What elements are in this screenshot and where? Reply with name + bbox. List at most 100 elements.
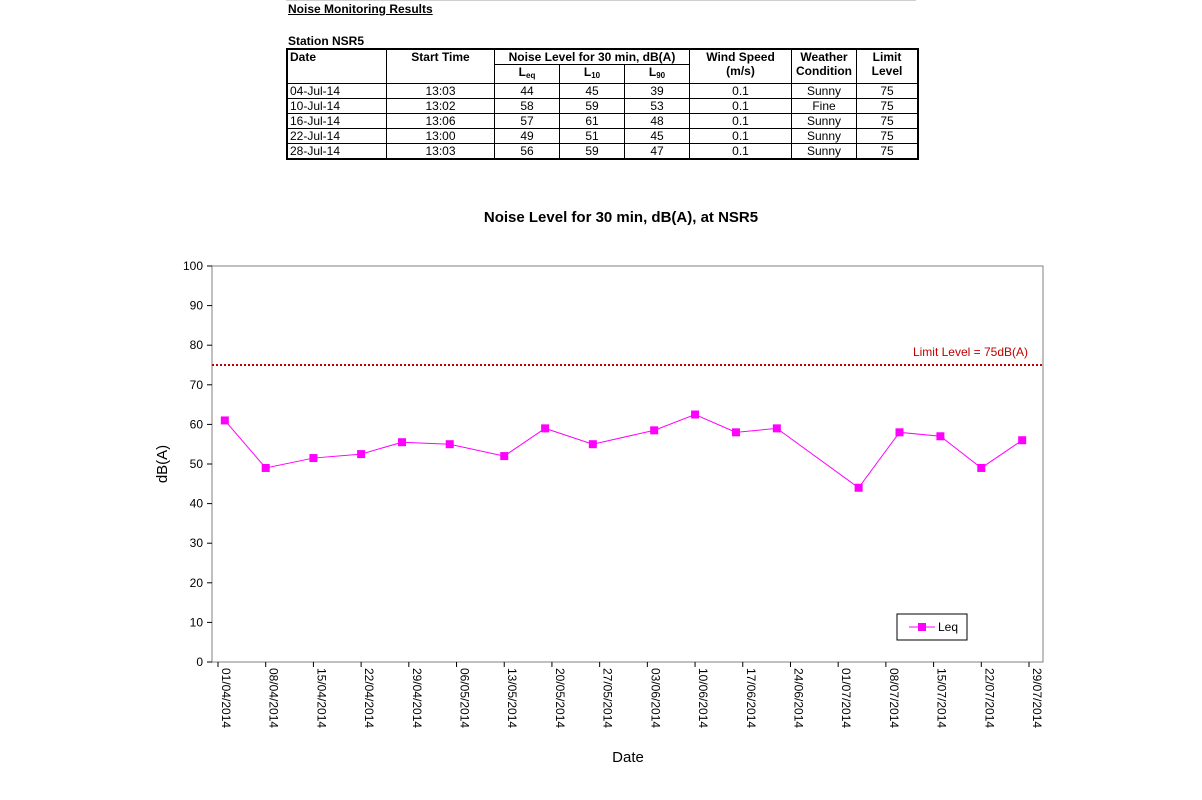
table-cell-weather: Sunny — [791, 128, 857, 144]
table-cell-time: 13:06 — [386, 113, 495, 129]
wind-speed-label: Wind Speed — [706, 50, 775, 64]
y-tick-label: 100 — [183, 259, 203, 273]
legend: Leq — [896, 613, 968, 641]
table-cell-l90: 39 — [624, 83, 690, 99]
table-cell-date: 22-Jul-14 — [286, 128, 387, 144]
station-label: Station NSR5 — [288, 34, 365, 48]
data-point — [731, 428, 740, 437]
x-tick-label: 22/07/2014 — [982, 668, 996, 728]
table-cell-wind: 0.1 — [689, 143, 792, 160]
x-tick-label: 10/06/2014 — [696, 668, 710, 728]
x-tick-label: 20/05/2014 — [553, 668, 567, 728]
table-body: 04-Jul-14 13:03 44 45 39 0.1 Sunny 75 10-Jul-14 1… — [286, 83, 919, 160]
data-point — [650, 426, 659, 435]
plot-area — [211, 265, 1044, 663]
y-tick-label: 70 — [190, 378, 204, 392]
x-tick-label: 29/04/2014 — [410, 668, 424, 728]
table-header-row: Date Start Time Noise Level for 30 min, … — [286, 48, 919, 84]
table-cell-leq: 44 — [494, 83, 560, 99]
table-cell-date: 28-Jul-14 — [286, 143, 387, 160]
series-line-leq — [224, 413, 1023, 489]
y-tick-label: 30 — [190, 536, 204, 550]
table-row: 28-Jul-14 13:03 56 59 47 0.1 Sunny 75 — [286, 143, 919, 160]
data-point — [398, 438, 407, 447]
y-axis-title: dB(A) — [154, 445, 171, 483]
x-tick-label: 13/05/2014 — [505, 668, 519, 728]
data-point — [691, 410, 700, 419]
data-point — [936, 432, 945, 441]
y-tick-label: 0 — [196, 655, 203, 669]
table-cell-time: 13:03 — [386, 143, 495, 160]
col-header-date: Date — [286, 48, 387, 84]
x-tick-label: 01/04/2014 — [219, 668, 233, 728]
weather-label-2: Condition — [796, 64, 852, 78]
table-cell-weather: Fine — [791, 98, 857, 114]
table-cell-weather: Sunny — [791, 113, 857, 129]
table-cell-wind: 0.1 — [689, 128, 792, 144]
x-tick-label: 24/06/2014 — [791, 668, 805, 728]
data-point — [500, 452, 509, 461]
data-point — [261, 463, 270, 472]
limit-label-2: Level — [871, 64, 903, 78]
data-point — [895, 428, 904, 437]
x-tick-label: 22/04/2014 — [362, 668, 376, 728]
table-cell-wind: 0.1 — [689, 83, 792, 99]
report-heading: Noise Monitoring Results — [288, 2, 433, 16]
table-subheader-row: Leq L10 L90 — [287, 64, 918, 84]
col-header-start-time: Start Time — [386, 48, 495, 84]
y-tick-label: 20 — [190, 576, 204, 590]
series-group — [220, 410, 1027, 492]
limit-level-line-group: Limit Level = 75dB(A) — [212, 345, 1043, 366]
y-tick-label: 60 — [190, 417, 204, 431]
table-cell-l90: 45 — [624, 128, 690, 144]
table-cell-time: 13:00 — [386, 128, 495, 144]
data-point — [309, 454, 318, 463]
x-tick-label: 08/07/2014 — [887, 668, 901, 728]
table-cell-l90: 47 — [624, 143, 690, 160]
y-tick-label: 80 — [190, 338, 204, 352]
table-cell-limit: 75 — [856, 83, 919, 99]
x-axis-title: Date — [612, 749, 644, 766]
data-point — [541, 424, 550, 433]
table-cell-l10: 59 — [559, 143, 625, 160]
table-row: 04-Jul-14 13:03 44 45 39 0.1 Sunny 75 — [286, 83, 919, 99]
data-point — [445, 440, 454, 449]
table-cell-date: 16-Jul-14 — [286, 113, 387, 129]
table-row: 16-Jul-14 13:06 57 61 48 0.1 Sunny 75 — [286, 113, 919, 129]
table-cell-limit: 75 — [856, 143, 919, 160]
x-tick-label: 06/05/2014 — [458, 668, 472, 728]
x-tick-label: 08/04/2014 — [267, 668, 281, 728]
data-point — [977, 463, 986, 472]
y-tick-label: 50 — [190, 457, 204, 471]
legend-label-leq: Leq — [938, 620, 958, 634]
table-cell-date: 10-Jul-14 — [286, 98, 387, 114]
y-axis: 0 10 20 30 40 50 60 70 80 90 100 — [183, 259, 212, 669]
y-tick-label: 10 — [190, 615, 204, 629]
table-cell-weather: Sunny — [791, 143, 857, 160]
y-tick-label: 90 — [190, 299, 204, 313]
legend-swatch-marker — [918, 623, 926, 631]
weather-label-1: Weather — [800, 50, 848, 64]
x-tick-label: 17/06/2014 — [744, 668, 758, 728]
table-cell-limit: 75 — [856, 128, 919, 144]
x-tick-label: 01/07/2014 — [839, 668, 853, 728]
data-point — [772, 424, 781, 433]
col-header-wind-speed: Wind Speed (m/s) — [689, 48, 792, 84]
wind-speed-unit: (m/s) — [726, 64, 755, 78]
x-tick-label: 03/06/2014 — [648, 668, 662, 728]
results-table: Date Start Time Noise Level for 30 min, … — [286, 48, 919, 160]
data-point — [1018, 436, 1027, 445]
limit-level-label: Limit Level = 75dB(A) — [913, 345, 1028, 359]
limit-label-1: Limit — [872, 50, 902, 64]
x-tick-label: 15/07/2014 — [935, 668, 949, 728]
x-tick-label: 27/05/2014 — [601, 668, 615, 728]
data-point — [854, 483, 863, 492]
data-point — [588, 440, 597, 449]
table-row: 22-Jul-14 13:00 49 51 45 0.1 Sunny 75 — [286, 128, 919, 144]
x-tick-label: 29/07/2014 — [1030, 668, 1044, 728]
y-tick-label: 40 — [190, 497, 204, 511]
x-axis: 01/04/2014 08/04/2014 15/04/2014 22/04/2014… — [217, 662, 1044, 728]
heading-rule — [286, 0, 916, 1]
data-point — [357, 450, 366, 459]
